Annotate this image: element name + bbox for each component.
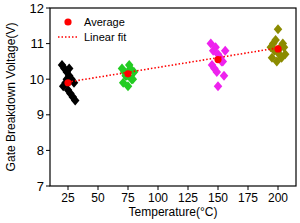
data-point: [221, 46, 230, 56]
x-tick-label: 100: [148, 191, 168, 205]
average-point: [64, 79, 71, 86]
x-tick: [128, 186, 129, 190]
x-tick: [278, 186, 279, 190]
legend-marker: [64, 18, 71, 25]
data-point: [271, 35, 280, 45]
data-point: [274, 24, 283, 34]
plot-marks: [58, 24, 290, 105]
y-tick-label: 7: [37, 179, 44, 194]
y-tick-label: 8: [37, 143, 44, 158]
x-tick: [98, 186, 99, 190]
legend: Average Linear fit: [58, 16, 126, 43]
y-tick-label: 9: [37, 107, 44, 122]
x-tick-label: 25: [61, 191, 75, 205]
data-point: [124, 81, 133, 91]
x-tick-label: 175: [238, 191, 258, 205]
y-tick: [46, 79, 50, 80]
data-point: [277, 53, 286, 63]
fit-line: [68, 48, 278, 82]
y-tick: [46, 43, 50, 44]
data-point: [71, 96, 80, 106]
plot-frame: [50, 8, 296, 186]
legend-label: Linear fit: [84, 31, 126, 43]
legend-line: [58, 36, 78, 38]
y-tick-label: 10: [30, 72, 44, 87]
x-axis-label: Temperature(°C): [129, 205, 218, 219]
y-axis-label: Gate Breakdown Voltage(V): [4, 23, 18, 172]
y-tick: [46, 8, 50, 9]
chart: 25 50 75 100 125 150 175 200 7 8 9 10 11 12 Temperatur…: [0, 0, 300, 223]
data-point: [214, 81, 223, 91]
y-tick-label: 12: [30, 1, 44, 16]
x-tick-label: 50: [91, 191, 105, 205]
y-tick: [46, 186, 50, 187]
x-tick: [218, 186, 219, 190]
x-tick: [188, 186, 189, 190]
legend-label: Average: [84, 16, 125, 28]
x-tick-label: 200: [268, 191, 288, 205]
x-tick-label: 125: [178, 191, 198, 205]
y-tick: [46, 150, 50, 151]
y-tick-label: 11: [31, 36, 45, 51]
x-tick: [158, 186, 159, 190]
x-tick-label: 150: [208, 191, 228, 205]
x-tick: [248, 186, 249, 190]
data-point: [220, 71, 229, 81]
data-point: [65, 64, 74, 74]
x-tick-label: 75: [121, 191, 135, 205]
data-point: [213, 67, 222, 77]
x-tick: [68, 186, 69, 190]
y-tick: [46, 114, 50, 115]
